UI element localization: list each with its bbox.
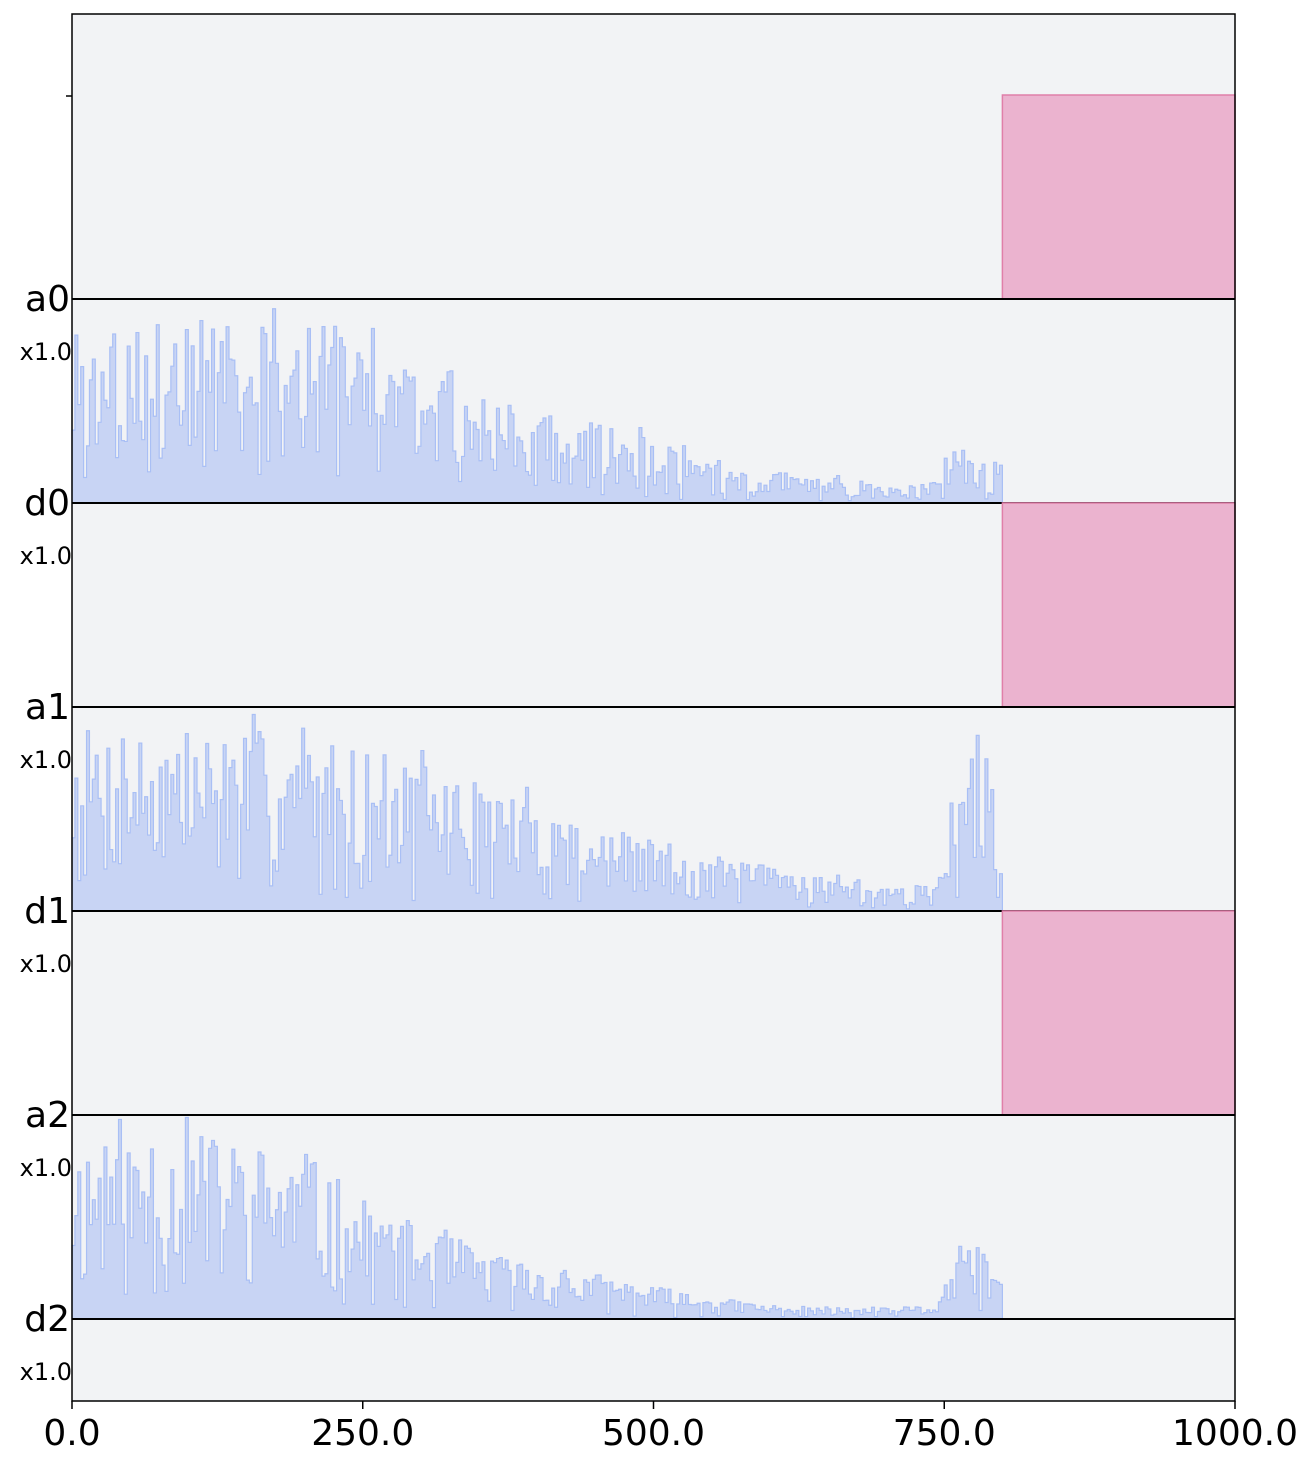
track-scale-bottom: x1.0 — [20, 1358, 72, 1386]
digital-series-d1 — [71, 713, 1003, 912]
x-tick-label-0: 0.0 — [43, 1413, 100, 1454]
track-scale-d0: x1.0 — [20, 338, 72, 366]
labels-layer: a0 d0 x1.0 a1 x1.0 d1 x1.0 a2 x1.0 d2 x1.0 x1.0 — [20, 279, 72, 1386]
analog-block-a0 — [1001, 94, 1236, 300]
plot-frame — [71, 13, 1236, 1402]
track-label-d2: d2 — [24, 1299, 70, 1340]
track-d2 — [71, 1116, 1235, 1320]
track-label-d1: d1 — [24, 891, 70, 932]
x-tick-label-1: 250.0 — [311, 1413, 414, 1454]
x-tick-label-3: 750.0 — [893, 1413, 996, 1454]
track-label-a0: a0 — [25, 279, 70, 320]
digital-series-d2 — [71, 1116, 1003, 1320]
track-a2 — [72, 910, 1236, 1116]
analog-block-a1 — [1001, 502, 1236, 708]
digital-series-d0 — [71, 308, 1003, 504]
tracks-layer — [71, 94, 1236, 1320]
track-scale-d1: x1.0 — [20, 746, 72, 774]
track-label-a2: a2 — [25, 1095, 70, 1136]
track-a0 — [72, 94, 1236, 300]
track-scale-a1: x1.0 — [20, 542, 72, 570]
track-label-d0: d0 — [24, 483, 70, 524]
ticks-layer: 0.0 250.0 500.0 750.0 1000.0 — [43, 95, 1298, 1454]
track-scale-d2: x1.0 — [20, 1154, 72, 1182]
track-a1 — [72, 502, 1236, 708]
x-tick-label-2: 500.0 — [602, 1413, 705, 1454]
track-scale-a2: x1.0 — [20, 950, 72, 978]
x-tick-label-4: 1000.0 — [1172, 1413, 1298, 1454]
analog-block-a2 — [1001, 910, 1236, 1116]
track-label-a1: a1 — [25, 687, 70, 728]
